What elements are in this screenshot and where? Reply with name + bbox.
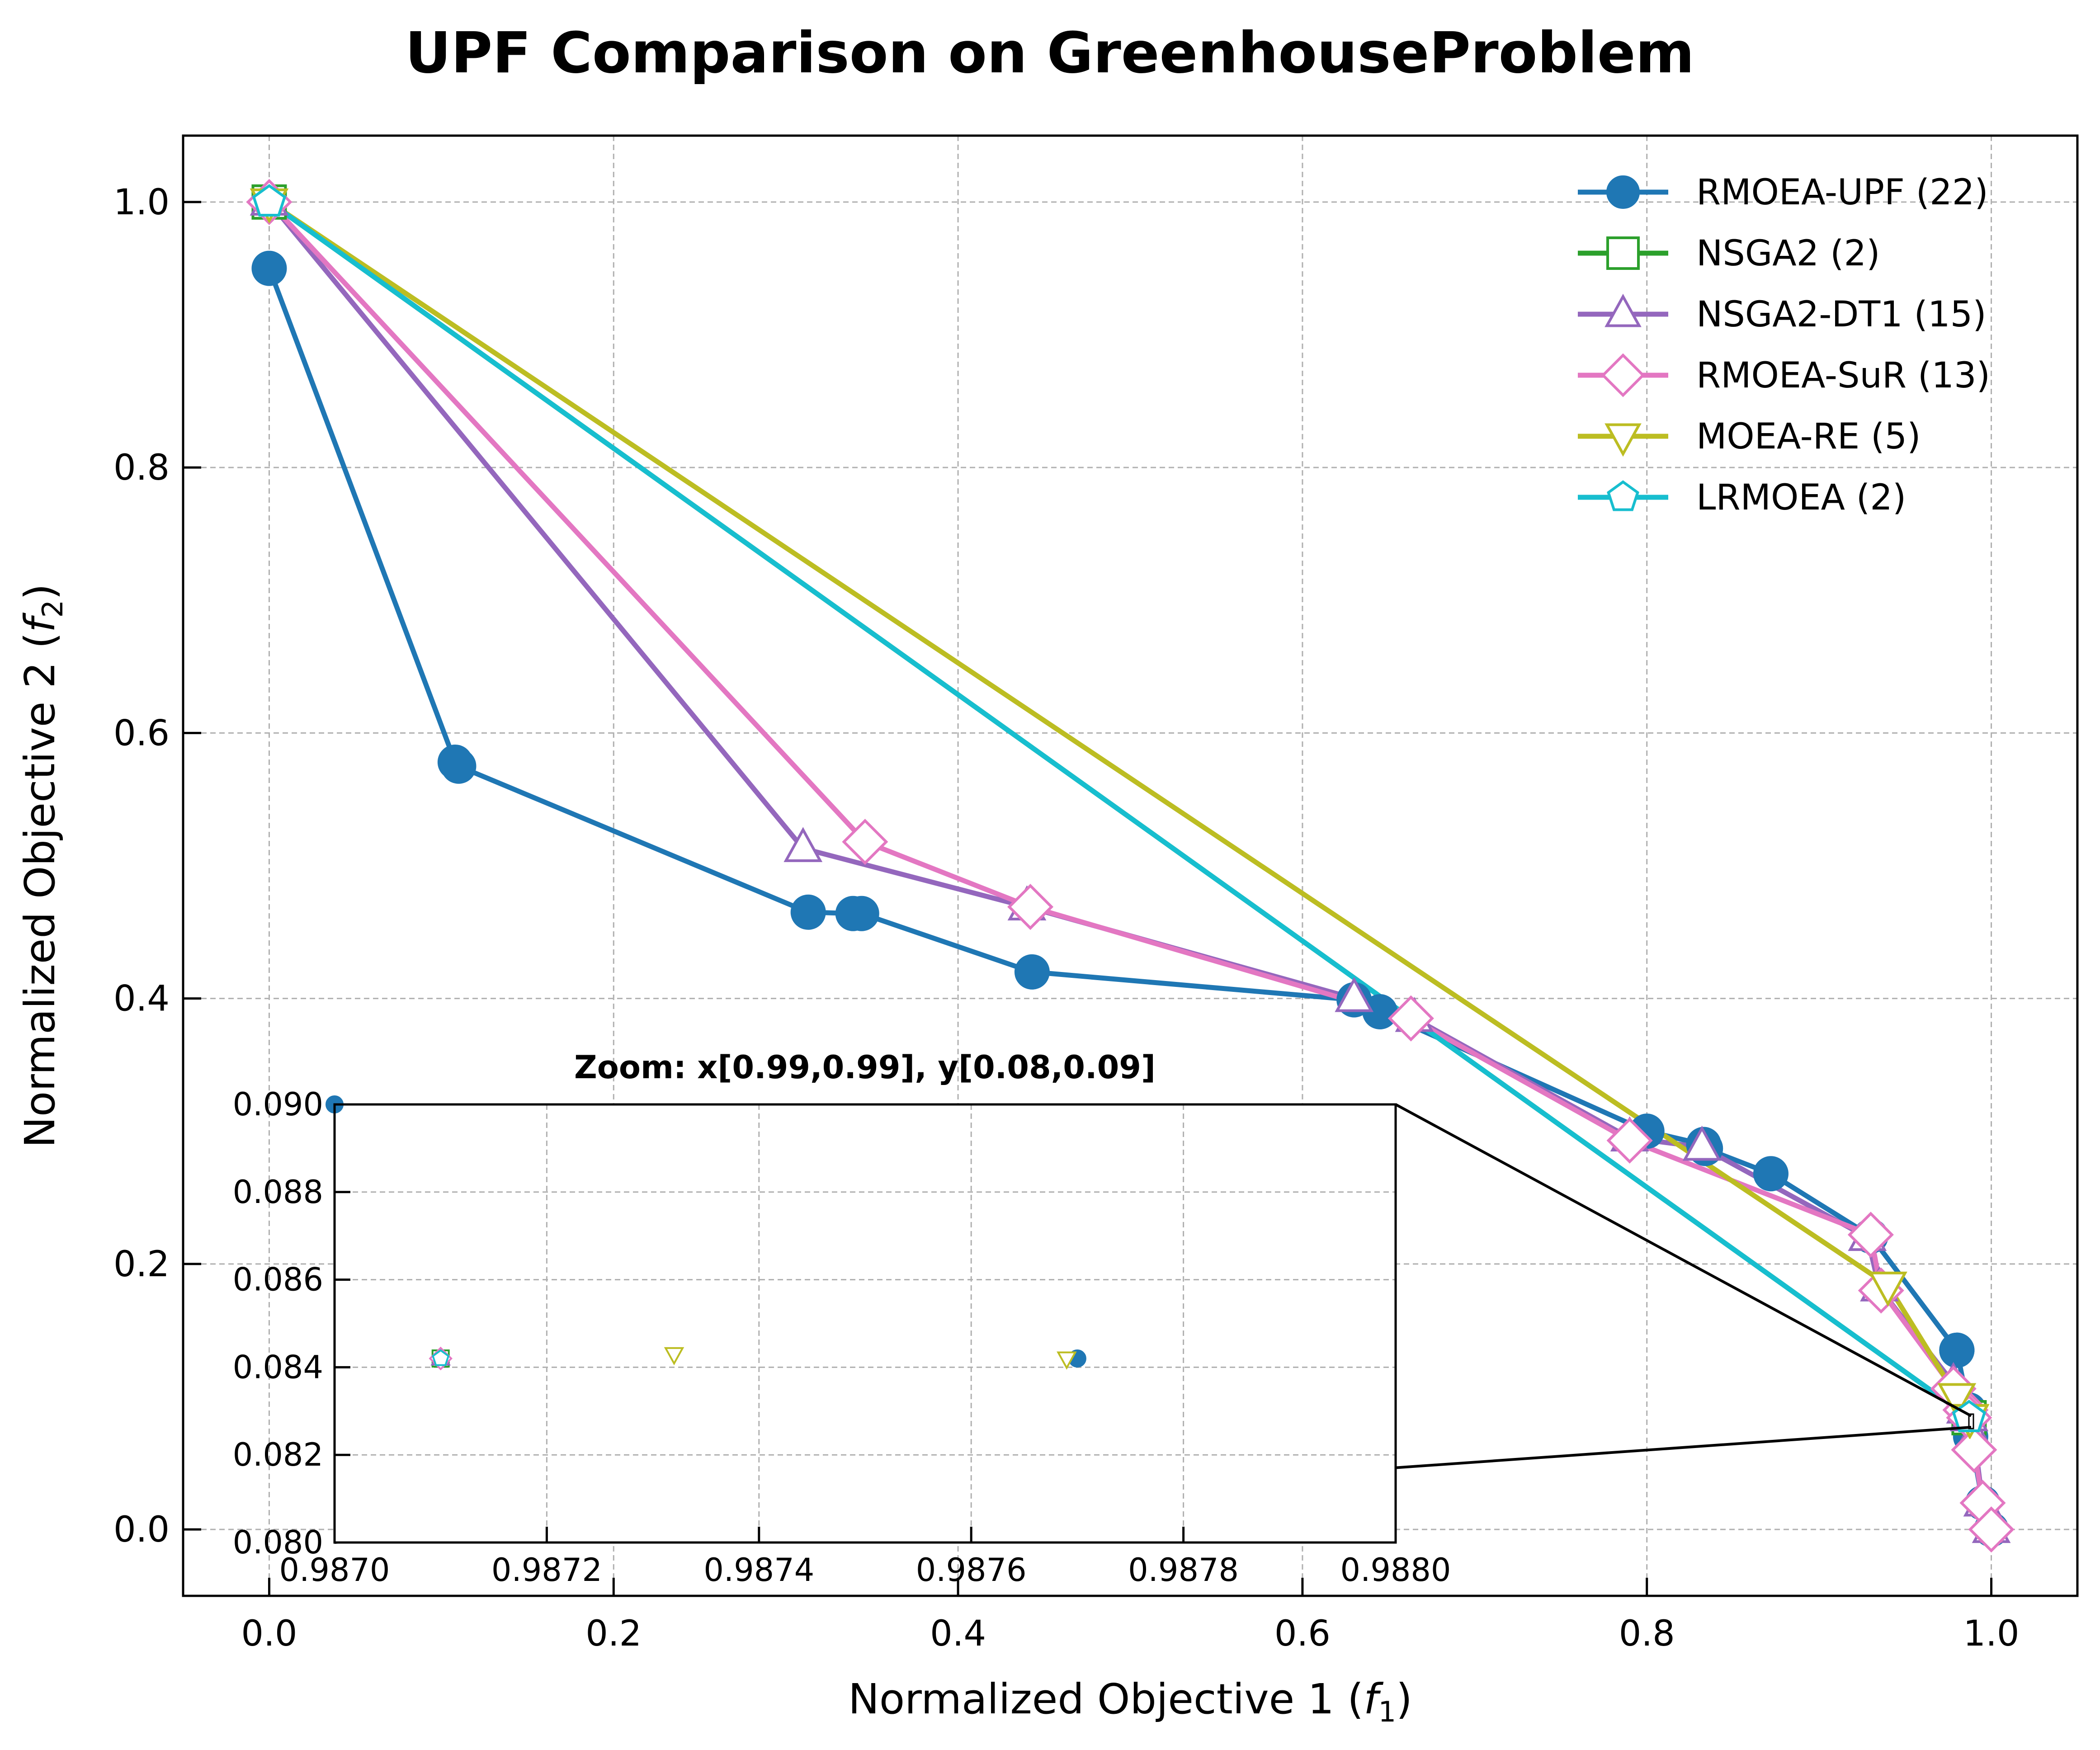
data-point-lrmoea-2 <box>252 184 287 217</box>
x-tick-label: 0.8 <box>1619 1613 1675 1654</box>
data-point-rmoea-sur-13 <box>1968 1506 2015 1553</box>
x-axis-label-close: ) <box>1396 1675 1412 1723</box>
inset-y-tick-label: 0.082 <box>233 1436 323 1473</box>
inset-y-tick-label: 0.084 <box>233 1349 323 1386</box>
inset-y-tick-label: 0.090 <box>233 1086 323 1123</box>
plot-frame <box>182 134 2079 1597</box>
inset-y-tick-label: 0.088 <box>233 1174 323 1211</box>
legend-label-nsga2-2: NSGA2 (2) <box>1696 233 1880 274</box>
inset-title: Zoom: x[0.99,0.99], y[0.08,0.09] <box>574 1049 1156 1086</box>
data-point-nsga2-dt1-15 <box>783 827 823 862</box>
legend-marker-lrmoea-2 <box>1607 480 1639 511</box>
x-tick-label: 1.0 <box>1963 1613 2020 1654</box>
y-tick-label: 0.4 <box>113 979 170 1019</box>
y-tick-label: 0.0 <box>113 1509 170 1550</box>
data-point-rmoea-upf-22 <box>1014 954 1050 990</box>
legend-label-rmoea-sur-13: RMOEA-SuR (13) <box>1696 355 1990 396</box>
inset-x-tick-label: 0.9874 <box>703 1552 814 1589</box>
y-axis-label-sub: 2 <box>36 600 69 618</box>
data-point-moea-re-5 <box>1937 1383 1977 1419</box>
y-axis-label: Normalized Objective 2 (f2) <box>16 584 69 1148</box>
main-axis-ticks: 0.0 0.2 0.4 0.6 0.8 1.0 0.0 0.2 0.4 0.6 0.8 1.0 <box>113 182 2020 1654</box>
y-axis-label-close: ) <box>16 584 64 600</box>
chart-title: UPF Comparison on GreenhouseProblem <box>405 20 1694 86</box>
x-tick-label: 0.4 <box>930 1613 986 1654</box>
legend-label-rmoea-upf-22: RMOEA-UPF (22) <box>1696 172 1988 213</box>
legend-marker-moea-re-5 <box>1604 423 1642 457</box>
data-point-rmoea-sur-13 <box>1606 1117 1653 1164</box>
x-tick-label: 0.0 <box>241 1613 297 1654</box>
inset-y-tick-label: 0.086 <box>233 1261 323 1298</box>
y-tick-label: 0.2 <box>113 1244 170 1285</box>
data-point-moea-re-5 <box>1869 1271 1907 1307</box>
data-point-rmoea-upf-22 <box>1753 1156 1789 1192</box>
inset-markers <box>326 1095 1086 1371</box>
inset-y-tick-label: 0.080 <box>233 1524 323 1561</box>
data-point-rmoea-sur-13 <box>1847 1212 1894 1258</box>
legend: RMOEA-UPF (22) NSGA2 (2) NSGA2-DT1 (15) RMO… <box>1578 172 1990 518</box>
series-line-lrmoea-2 <box>268 200 1971 1420</box>
data-point-rmoea-upf-22 <box>844 896 879 931</box>
legend-label-nsga2-dt1-15: NSGA2-DT1 (15) <box>1696 294 1987 335</box>
x-axis-label: Normalized Objective 1 (f1) <box>848 1675 1412 1728</box>
inset-x-tick-label: 0.9880 <box>1340 1552 1451 1589</box>
data-point-rmoea-upf-22 <box>1939 1332 1975 1368</box>
legend-label-moea-re-5: MOEA-RE (5) <box>1696 416 1921 457</box>
inset-point-lrmoea-2 <box>432 1349 450 1366</box>
inset-connector-top <box>1395 1103 1972 1417</box>
data-point-rmoea-sur-13 <box>1387 995 1434 1042</box>
inset-x-tick-label: 0.9878 <box>1128 1552 1239 1589</box>
x-tick-label: 0.2 <box>585 1613 642 1654</box>
y-tick-label: 0.8 <box>113 448 170 488</box>
x-tick-label: 0.6 <box>1274 1613 1331 1654</box>
x-axis-label-open: ( <box>1334 1675 1364 1723</box>
inset-frame <box>333 1103 1397 1544</box>
data-point-nsga2-dt1-15 <box>1335 977 1374 1012</box>
legend-marker-rmoea-sur-13 <box>1601 353 1645 397</box>
data-point-rmoea-sur-13 <box>842 819 888 865</box>
inset-x-tick-label: 0.9872 <box>491 1552 602 1589</box>
y-tick-label: 0.6 <box>113 713 170 754</box>
inset-x-tick-label: 0.9876 <box>916 1552 1027 1589</box>
data-point-nsga2-dt1-15 <box>1682 1125 1722 1161</box>
y-axis-label-open: ( <box>16 632 64 662</box>
legend-marker-nsga2-dt1-15 <box>1604 293 1642 327</box>
legend-label-lrmoea-2: LRMOEA (2) <box>1696 477 1906 518</box>
x-axis-label-sub: 1 <box>1378 1695 1396 1728</box>
data-point-rmoea-sur-13 <box>1007 883 1054 930</box>
inset-point-moea-re-5 <box>1057 1351 1077 1370</box>
inset-point-moea-re-5 <box>664 1347 684 1366</box>
x-axis-label-text: Normalized Objective 1 <box>848 1675 1334 1723</box>
inset-zoom-marker <box>1968 1413 1974 1429</box>
y-axis-label-text: Normalized Objective 2 <box>16 662 64 1148</box>
data-point-rmoea-upf-22 <box>790 894 826 930</box>
data-point-rmoea-upf-22 <box>251 250 287 286</box>
legend-marker-rmoea-upf-22 <box>1606 175 1640 209</box>
inset-axis-ticks: 0.9870 0.9872 0.9874 0.9876 0.9878 0.9880 0.08… <box>233 1086 1451 1589</box>
inset-area <box>335 1104 1396 1542</box>
data-point-rmoea-sur-13 <box>1951 1426 1997 1473</box>
data-point-rmoea-upf-22 <box>441 748 477 784</box>
legend-marker-nsga2-2 <box>1606 236 1640 270</box>
y-tick-label: 1.0 <box>113 182 170 223</box>
inset-x-tick-label: 0.9870 <box>279 1552 390 1589</box>
